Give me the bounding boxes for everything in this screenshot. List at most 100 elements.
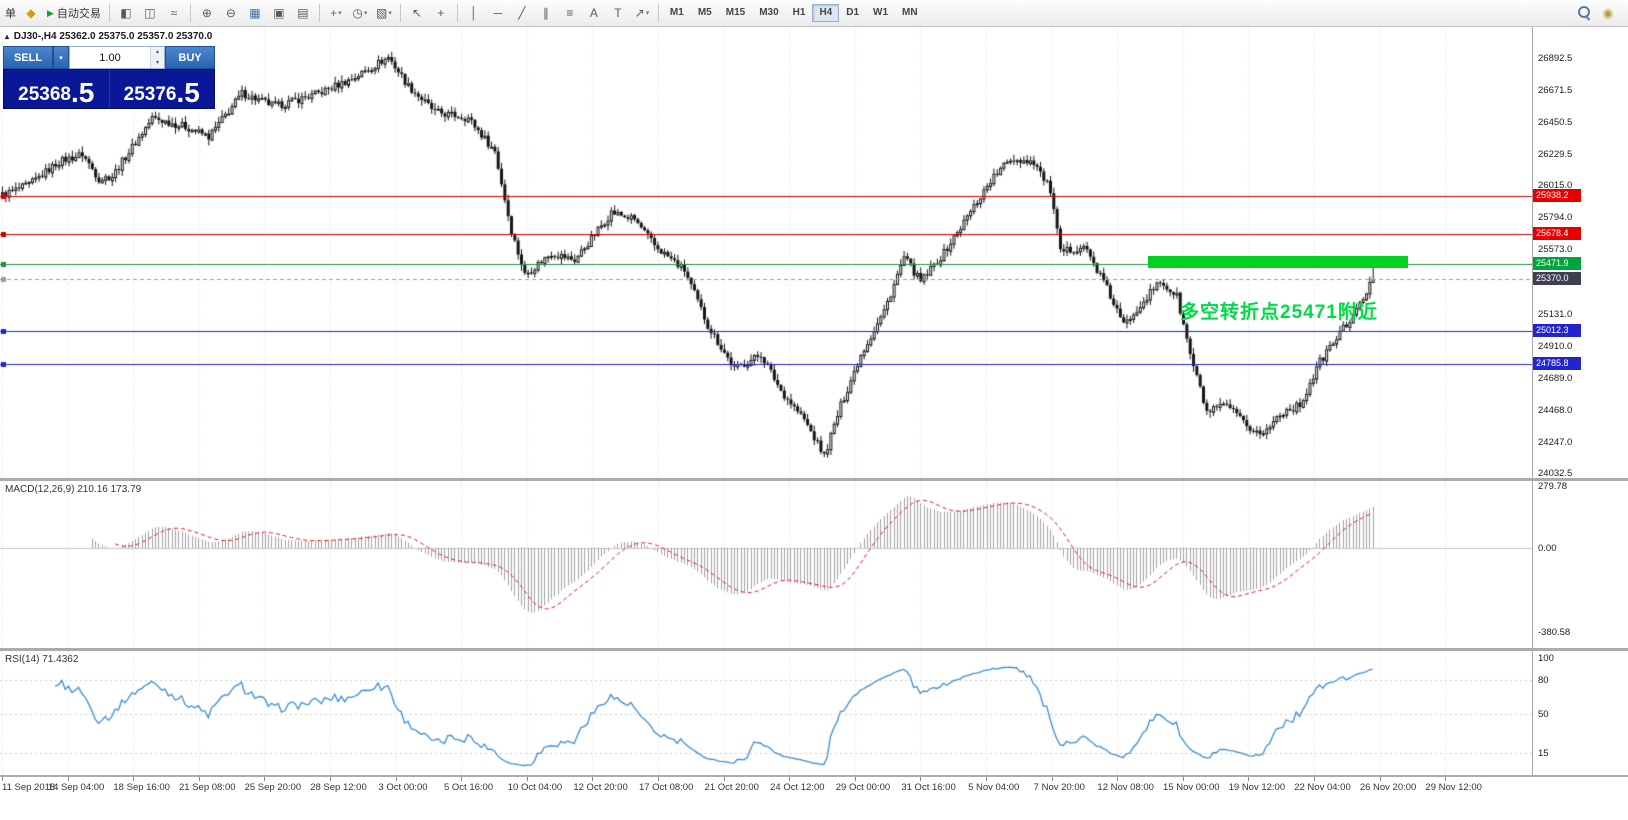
add-indicator-icon[interactable]: + ▾	[330, 6, 342, 20]
channel-icon[interactable]: ∥	[542, 6, 549, 20]
vertical-line-icon[interactable]: │	[470, 6, 478, 20]
timeframe-w1[interactable]: W1	[873, 7, 889, 18]
rsi-indicator-canvas[interactable]	[0, 651, 1532, 775]
time-axis-label: 28 Sep 12:00	[310, 782, 367, 793]
buy-button[interactable]: BUY	[165, 46, 215, 69]
level-price-tag: 25471.9	[1533, 257, 1581, 271]
community-icon[interactable]: ◉	[1602, 6, 1614, 20]
price-axis-label: 25131.0	[1538, 308, 1573, 320]
time-axis-label: 15 Nov 00:00	[1163, 782, 1220, 793]
chevron-down-icon: ▾	[363, 10, 368, 17]
one-click-trading-widget: SELL ▾ ▴ ▾ BUY 25368.5 25376.5	[3, 46, 215, 109]
timeframe-d1[interactable]: D1	[846, 7, 860, 18]
time-axis-label: 22 Nov 04:00	[1294, 782, 1351, 793]
time-tick	[264, 777, 266, 781]
timeframe-mn[interactable]: MN	[902, 7, 918, 18]
timeframe-m30[interactable]: M30	[759, 7, 779, 18]
rsi-axis-label: 100	[1538, 653, 1554, 664]
time-axis-label: 5 Oct 16:00	[443, 782, 494, 793]
timeframe-m1[interactable]: M1	[669, 7, 684, 18]
buy-price-display[interactable]: 25376.5	[108, 70, 215, 108]
price-axis-label: 24032.5	[1538, 468, 1573, 479]
cursor-icon[interactable]: ↖	[411, 6, 422, 20]
price-axis-label: 25794.0	[1538, 212, 1573, 224]
rsi-axis-label: 80	[1538, 675, 1549, 687]
fibonacci-icon[interactable]: ≡	[566, 6, 574, 20]
macd-header: MACD(12,26,9) 210.16 173.79	[5, 484, 142, 495]
price-axis-label: 25573.0	[1538, 244, 1573, 256]
toolbar-separator	[456, 4, 458, 22]
panel-splitter-rsi[interactable]	[0, 648, 1628, 651]
time-tick	[67, 777, 69, 781]
time-tick	[1117, 777, 1119, 781]
candlestick-chart-icon[interactable]: ◫	[144, 6, 156, 20]
timeframe-m5[interactable]: M5	[697, 7, 712, 18]
zoom-out-icon[interactable]: ⊖	[225, 6, 236, 20]
order-options-dropdown[interactable]: ▾	[53, 46, 69, 69]
time-axis-label: 3 Oct 00:00	[378, 782, 428, 793]
panel-splitter-macd[interactable]	[0, 478, 1628, 481]
volume-down-button[interactable]: ▾	[151, 57, 164, 68]
time-axis-label: 10 Oct 04:00	[507, 782, 563, 793]
macd-indicator-canvas[interactable]	[0, 481, 1532, 648]
crosshair-icon[interactable]: +	[437, 6, 445, 20]
time-tick	[198, 777, 200, 781]
highlight-zone-rectangle[interactable]	[1148, 256, 1408, 269]
arrows-icon[interactable]: ↗ ▾	[634, 6, 650, 20]
text-icon[interactable]: A	[589, 6, 598, 20]
time-axis-label: 12 Oct 20:00	[573, 782, 628, 793]
time-tick	[461, 777, 463, 781]
price-chart-canvas[interactable]	[0, 27, 1532, 478]
new-order-icon[interactable]: ◆	[26, 6, 36, 20]
time-tick	[1248, 777, 1250, 781]
volume-up-button[interactable]: ▴	[151, 47, 164, 58]
cascade-windows-icon[interactable]: ▤	[297, 6, 309, 20]
sell-price-display[interactable]: 25368.5	[18, 76, 95, 108]
horizontal-line-icon[interactable]: ─	[493, 6, 503, 20]
autotrading-button[interactable]: ▶ 自动交易	[43, 3, 105, 23]
time-tick	[330, 777, 331, 781]
orders-button[interactable]: 单	[5, 8, 16, 20]
search-icon[interactable]	[1573, 2, 1595, 24]
sell-button[interactable]: SELL	[3, 46, 53, 69]
timeframe-h1[interactable]: H1	[792, 7, 806, 18]
timeframe-m15[interactable]: M15	[725, 7, 746, 18]
volume-box: ▴ ▾	[69, 46, 165, 69]
template-icon[interactable]: ▧ ▾	[375, 6, 392, 20]
time-axis-label: 19 Nov 12:00	[1228, 782, 1286, 793]
tile-windows-icon[interactable]: ▣	[273, 6, 285, 20]
time-tick	[592, 777, 594, 781]
time-axis-label: 21 Oct 20:00	[704, 782, 759, 793]
period-icon[interactable]: ◷ ▾	[352, 6, 368, 20]
bar-chart-icon[interactable]: ◧	[120, 6, 132, 20]
volume-input[interactable]	[70, 47, 150, 68]
chart-ohlc-values: 25362.0 25375.0 25357.0 25370.0	[59, 31, 213, 42]
price-axis: 26892.5 26671.5 26450.5 26229.5 26015.0 25794…	[1532, 27, 1628, 777]
time-axis-label: 12 Nov 08:00	[1097, 782, 1154, 793]
price-axis-label: 24468.0	[1538, 404, 1573, 416]
time-axis-label: 21 Sep 08:00	[179, 782, 236, 793]
time-axis-label: 7 Nov 20:00	[1033, 782, 1085, 793]
rsi-header: RSI(14) 71.4362	[5, 654, 79, 665]
price-axis-label: 26671.5	[1538, 85, 1573, 97]
time-axis-label: 31 Oct 16:00	[901, 782, 956, 793]
level-price-tag: 25938.2	[1533, 189, 1581, 203]
rsi-axis-label: 50	[1538, 709, 1549, 720]
level-price-tag: 24785.8	[1533, 356, 1581, 370]
time-tick	[789, 777, 791, 781]
time-tick	[395, 777, 397, 781]
level-price-tag: 25012.3	[1533, 323, 1581, 337]
current-price-tag: 25370.0	[1533, 271, 1581, 285]
time-tick	[1051, 777, 1053, 781]
label-icon[interactable]: T	[614, 6, 622, 20]
annotation-text[interactable]: 多空转折点25471附近	[1180, 302, 1378, 324]
market-watch-icon[interactable]: ▦	[249, 6, 261, 20]
timeframe-h4[interactable]: H4	[812, 4, 840, 22]
time-tick	[854, 777, 856, 781]
time-tick	[658, 777, 659, 781]
zoom-in-icon[interactable]: ⊕	[201, 6, 212, 20]
line-chart-icon[interactable]: ≈	[170, 6, 178, 20]
chevron-down-icon: ▾	[338, 10, 342, 17]
trendline-icon[interactable]: ╱	[518, 6, 526, 20]
time-tick	[1314, 777, 1315, 781]
